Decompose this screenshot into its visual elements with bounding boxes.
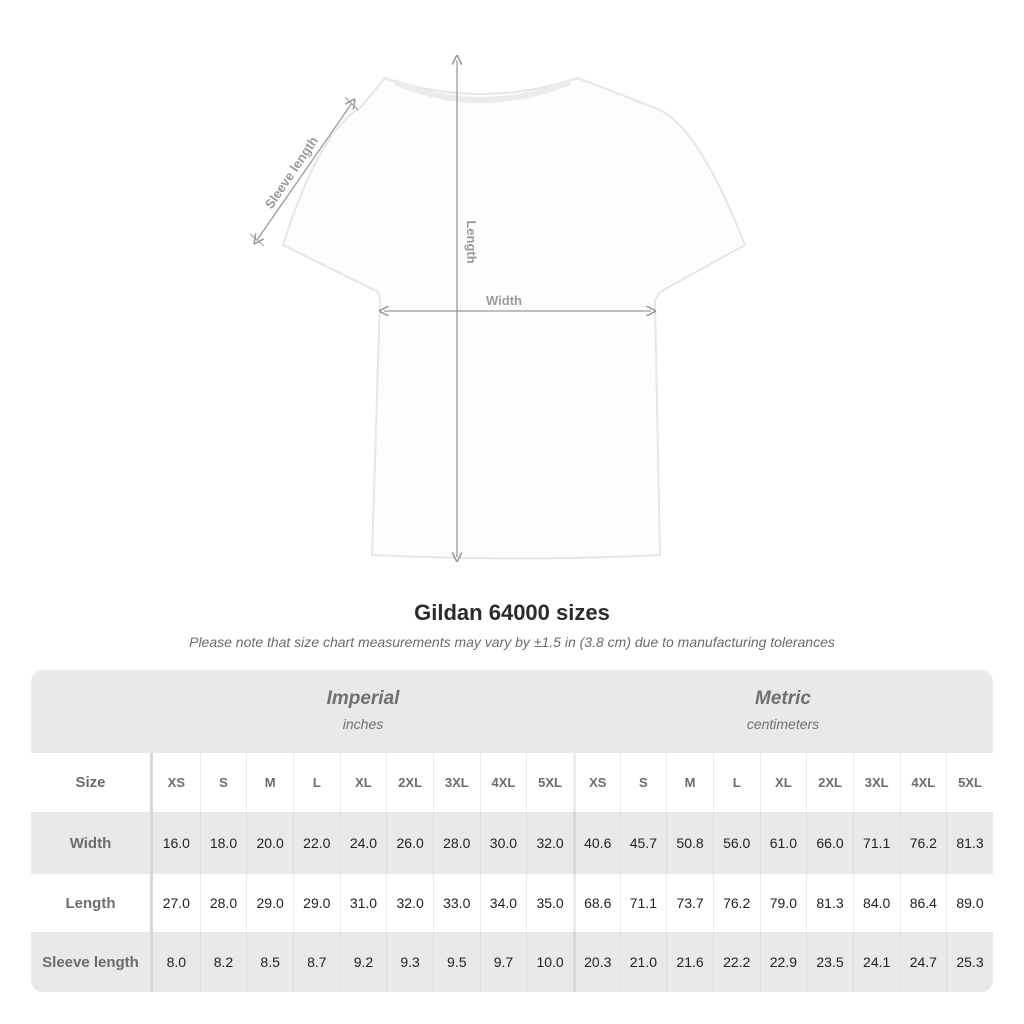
imperial-unit: inches (342, 716, 384, 732)
table-cell: 66.0 (806, 812, 853, 874)
table-cell: 61.0 (759, 812, 807, 874)
row-label: Sleeve length (31, 932, 153, 992)
imperial-heading: Imperial (326, 688, 400, 709)
table-cell: 89.0 (946, 874, 993, 932)
size-header-cell: M (666, 753, 713, 812)
size-header-cell: S (199, 753, 247, 812)
metric-header: Metric centimeters (573, 670, 993, 753)
table-cell: 8.2 (199, 932, 247, 992)
table-cell: 9.7 (479, 932, 527, 992)
table-cell: 86.4 (899, 874, 947, 932)
tshirt-diagram: Sleeve length Length Width (249, 0, 747, 580)
table-cell: 45.7 (619, 812, 667, 874)
table-row: Width 16.0 18.0 20.0 22.0 24.0 26.0 28.0 30.0 32.… (31, 812, 993, 874)
table-cell: 24.7 (899, 932, 947, 992)
table-cell: 35.0 (526, 874, 573, 932)
table-cell: 32.0 (526, 812, 573, 874)
table-cell: 29.0 (292, 874, 340, 932)
table-cell: 9.3 (386, 932, 433, 992)
table-cell: 68.6 (572, 874, 620, 932)
table-cell: 20.3 (572, 932, 620, 992)
table-cell: 30.0 (479, 812, 527, 874)
table-row: Length 27.0 28.0 29.0 29.0 31.0 32.0 33.0 34.0 35… (31, 874, 993, 932)
table-cell: 20.0 (246, 812, 293, 874)
table-cell: 81.3 (806, 874, 853, 932)
tshirt-image (281, 76, 747, 560)
size-header-cell: S (619, 753, 667, 812)
imperial-header: Imperial inches (153, 670, 573, 753)
table-cell: 71.1 (619, 874, 667, 932)
table-cell: 29.0 (246, 874, 293, 932)
table-cell: 71.1 (852, 812, 900, 874)
table-cell: 24.0 (339, 812, 387, 874)
table-cell: 31.0 (339, 874, 387, 932)
table-cell: 22.2 (712, 932, 760, 992)
table-cell: 84.0 (852, 874, 900, 932)
table-cell: 28.0 (432, 812, 480, 874)
tolerance-note: Please note that size chart measurements… (189, 634, 835, 650)
table-cell: 34.0 (479, 874, 527, 932)
row-label: Length (31, 874, 153, 932)
table-row: Sleeve length 8.0 8.2 8.5 8.7 9.2 9.3 9.5 9.7 10.… (31, 932, 993, 992)
row-label: Size (31, 753, 153, 812)
size-header-cell: 3XL (432, 753, 480, 812)
table-cell: 81.3 (946, 812, 993, 874)
table-cell: 21.0 (619, 932, 667, 992)
table-cell: 22.0 (292, 812, 340, 874)
table-cell: 16.0 (162, 835, 190, 851)
length-label: Length (464, 220, 479, 263)
table-cell: 56.0 (712, 812, 760, 874)
metric-unit: centimeters (746, 716, 820, 732)
table-cell: 22.9 (759, 932, 807, 992)
table-cell: 28.0 (199, 874, 247, 932)
table-cell: 27.0 (162, 895, 190, 911)
table-cell: 32.0 (386, 874, 433, 932)
table-cell: 24.1 (852, 932, 900, 992)
size-header-cell: XL (759, 753, 807, 812)
table-cell: 18.0 (199, 812, 247, 874)
table-cell: 79.0 (759, 874, 807, 932)
table-cell: 8.0 (166, 954, 187, 970)
size-header-cell: 5XL (526, 753, 573, 812)
size-header-cell: XS (572, 753, 620, 812)
size-header-cell: 2XL (386, 753, 433, 812)
table-cell: 9.2 (339, 932, 387, 992)
table-cell: 8.5 (246, 932, 293, 992)
size-header-cell: 2XL (806, 753, 853, 812)
page-title: Gildan 64000 sizes (414, 600, 610, 625)
table-cell: 33.0 (432, 874, 480, 932)
table-cell: 73.7 (666, 874, 713, 932)
table-cell: 8.7 (292, 932, 340, 992)
sleeve-length-arrow (257, 103, 352, 240)
table-cell: 23.5 (806, 932, 853, 992)
size-header-cell: L (292, 753, 340, 812)
size-header-cell: M (246, 753, 293, 812)
table-cell: 40.6 (572, 812, 620, 874)
table-cell: 76.2 (899, 812, 947, 874)
table-cell: 21.6 (666, 932, 713, 992)
size-table: Imperial inches Metric centimeters Size X… (31, 670, 993, 992)
size-header-cell: 4XL (899, 753, 947, 812)
table-cell: 10.0 (526, 932, 573, 992)
table-cell: 50.8 (666, 812, 713, 874)
metric-heading: Metric (755, 688, 811, 709)
size-header-cell: 3XL (852, 753, 900, 812)
width-label: Width (486, 293, 522, 308)
size-header-row: Size XS S M L XL 2XL 3XL 4XL 5XL XS S M L XL 2XL 3XL 4XL 5… (31, 753, 993, 812)
size-header-cell: L (712, 753, 760, 812)
size-header-cell: XS (167, 775, 185, 790)
table-cell: 25.3 (946, 932, 993, 992)
table-cell: 76.2 (712, 874, 760, 932)
size-header-cell: XL (339, 753, 387, 812)
size-header-cell: 4XL (479, 753, 527, 812)
table-cell: 9.5 (432, 932, 480, 992)
size-header-cell: 5XL (946, 753, 993, 812)
table-cell: 26.0 (386, 812, 433, 874)
row-label: Width (31, 812, 153, 874)
